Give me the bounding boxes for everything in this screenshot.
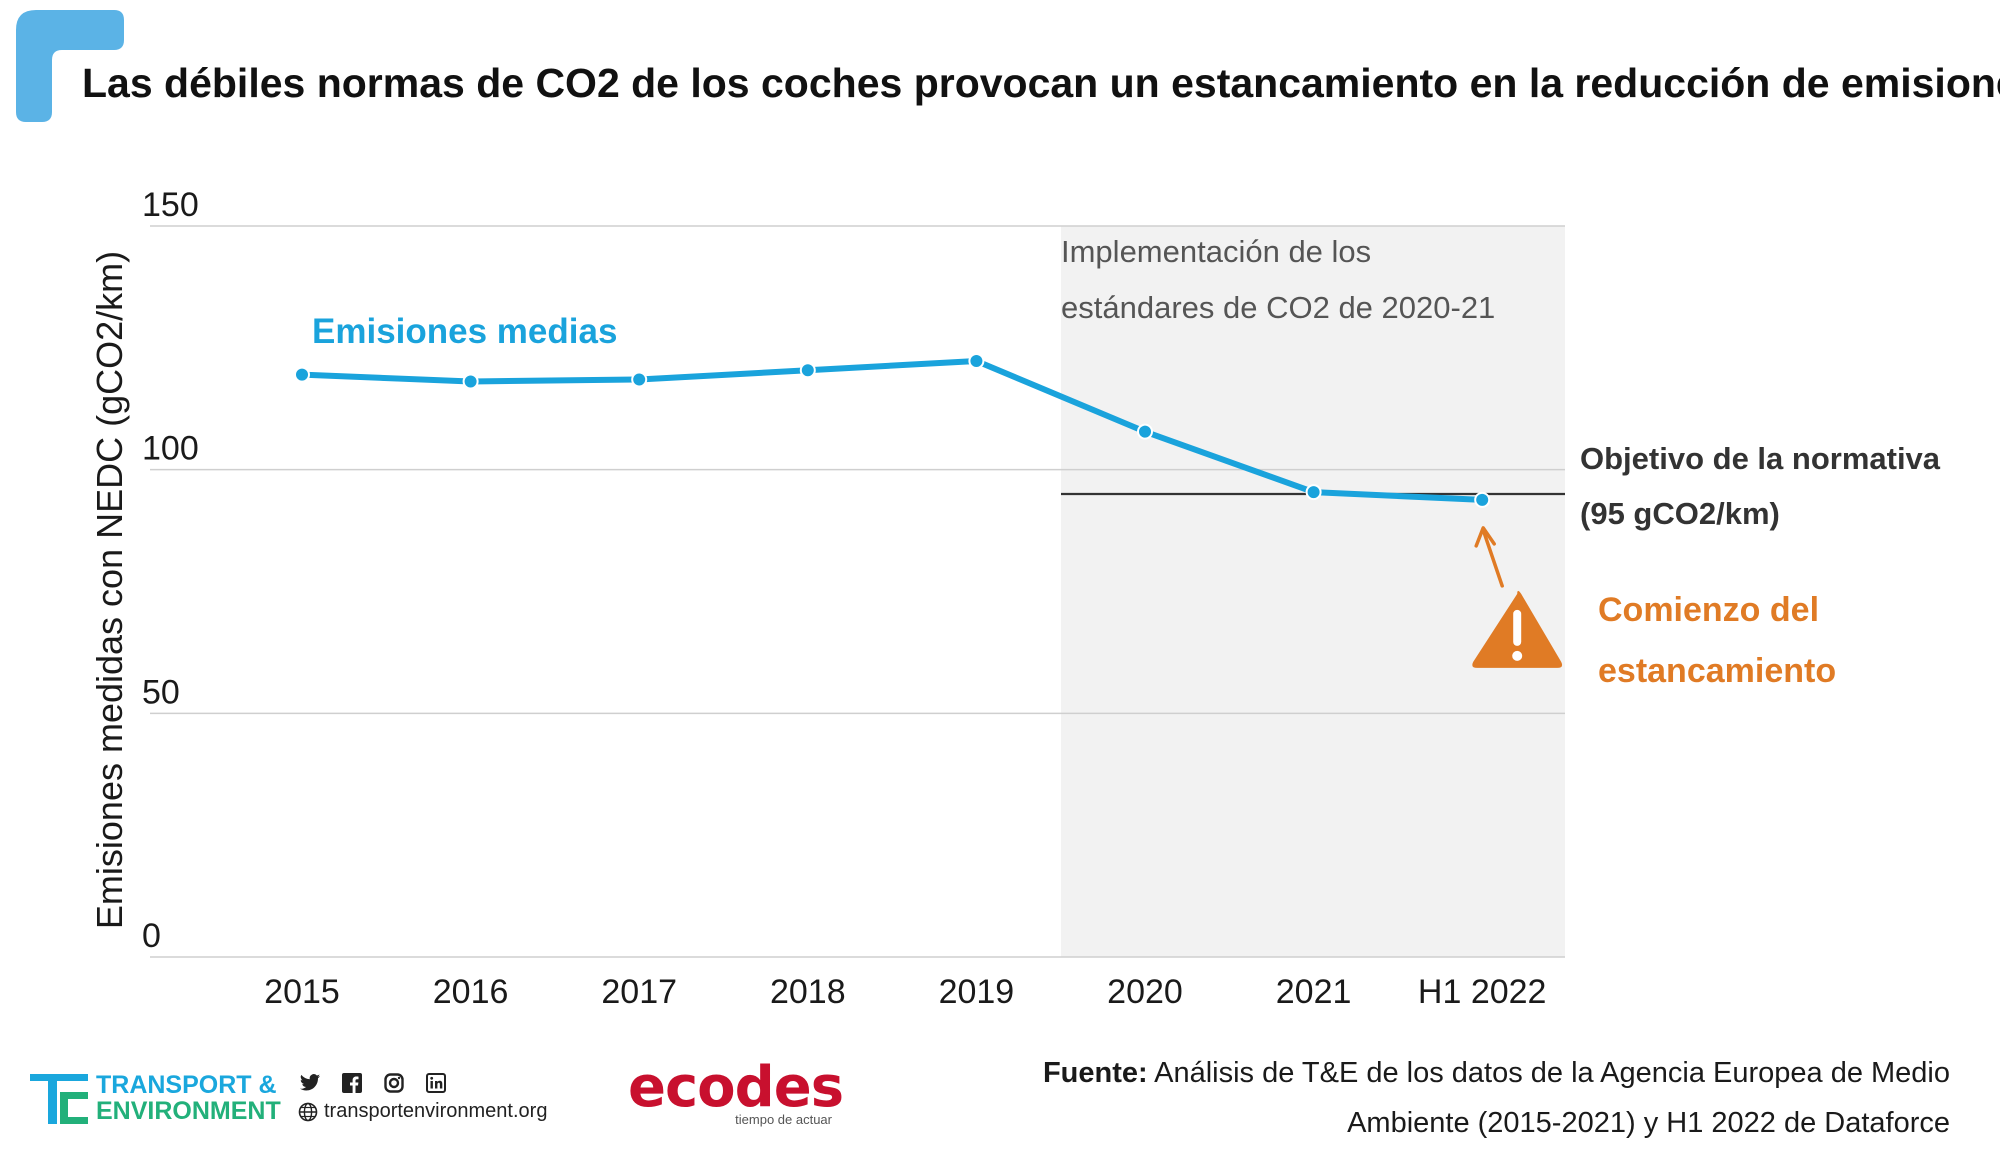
annotation-arrow — [1482, 531, 1504, 588]
data-point[interactable] — [799, 362, 816, 379]
twitter-icon[interactable] — [298, 1071, 322, 1095]
target-label-line2: (95 gCO2/km) — [1580, 496, 1780, 531]
globe-icon — [298, 1102, 318, 1121]
te-logo-line1: TRANSPORT & — [96, 1071, 277, 1099]
warning-mark-bar — [1513, 609, 1522, 646]
shaded-region — [1061, 226, 1565, 957]
y-tick-label: 100 — [142, 430, 199, 468]
source-label: Fuente: — [1042, 1057, 1148, 1089]
annotation-line2: estancamiento — [1598, 652, 1836, 690]
x-tick-label: 2021 — [1276, 973, 1352, 1011]
data-point[interactable] — [631, 371, 648, 388]
target-label-line1: Objetivo de la normativa — [1580, 441, 1941, 476]
linkedin-icon[interactable] — [424, 1071, 448, 1095]
x-tick-label: H1 2022 — [1418, 973, 1547, 1011]
series-label: Emisiones medias — [312, 312, 617, 351]
series-line — [299, 357, 1486, 503]
social-links: transportenvironment.org — [298, 1070, 547, 1123]
x-tick-label: 2016 — [433, 973, 509, 1011]
ecodes-wordmark: ecodes — [628, 1055, 844, 1120]
data-point[interactable] — [1305, 484, 1322, 501]
instagram-icon[interactable] — [382, 1071, 406, 1095]
facebook-icon[interactable] — [340, 1071, 364, 1095]
warning-icon — [1472, 590, 1563, 668]
x-tick-label: 2019 — [939, 973, 1015, 1011]
warning-mark-dot — [1512, 650, 1523, 661]
te-logo-mark-icon — [30, 1074, 88, 1124]
annotation-line1: Comienzo del — [1598, 591, 1819, 629]
line-chart: Implementación de los estándares de CO2 d… — [89, 186, 1941, 1011]
y-tick-label: 50 — [142, 673, 180, 711]
y-tick-label: 150 — [142, 186, 199, 224]
ecodes-logo[interactable]: ecodes tiempo de actuar — [628, 1055, 844, 1128]
data-point[interactable] — [968, 352, 985, 369]
data-point[interactable] — [462, 373, 479, 390]
y-axis-label: Emisiones medidas con NEDC (gCO2/km) — [89, 251, 130, 929]
data-point[interactable] — [1137, 423, 1153, 440]
x-tick-label: 2020 — [1107, 973, 1183, 1011]
corner-accent — [16, 10, 124, 122]
annotation-arrowhead — [1474, 526, 1496, 548]
shaded-region-label-line2: estándares de CO2 de 2020-21 — [1061, 290, 1495, 325]
te-logo-line2: ENVIRONMENT — [96, 1097, 281, 1125]
te-logo[interactable]: TRANSPORT & ENVIRONMENT — [30, 1070, 281, 1126]
data-point[interactable] — [294, 366, 310, 383]
y-tick-label: 0 — [142, 917, 161, 955]
footer: TRANSPORT & ENVIRONMENT — [0, 1040, 2000, 1167]
website-link[interactable]: transportenvironment.org — [324, 1100, 548, 1122]
x-tick-label: 2017 — [601, 973, 677, 1011]
source-note: Fuente: Análisis de T&E de los datos de … — [930, 1048, 1950, 1148]
x-tick-label: 2015 — [264, 973, 340, 1011]
shaded-region-label-line1: Implementación de los — [1061, 234, 1371, 269]
ecodes-tagline: tiempo de actuar — [735, 1112, 832, 1127]
chart-title: Las débiles normas de CO2 de los coches … — [82, 60, 2000, 106]
source-line1: Análisis de T&E de los datos de la Agenc… — [1154, 1057, 1950, 1089]
data-point[interactable] — [1474, 491, 1491, 508]
x-tick-label: 2018 — [770, 973, 846, 1011]
source-line2: Ambiente (2015-2021) y H1 2022 de Datafo… — [1347, 1107, 1950, 1139]
